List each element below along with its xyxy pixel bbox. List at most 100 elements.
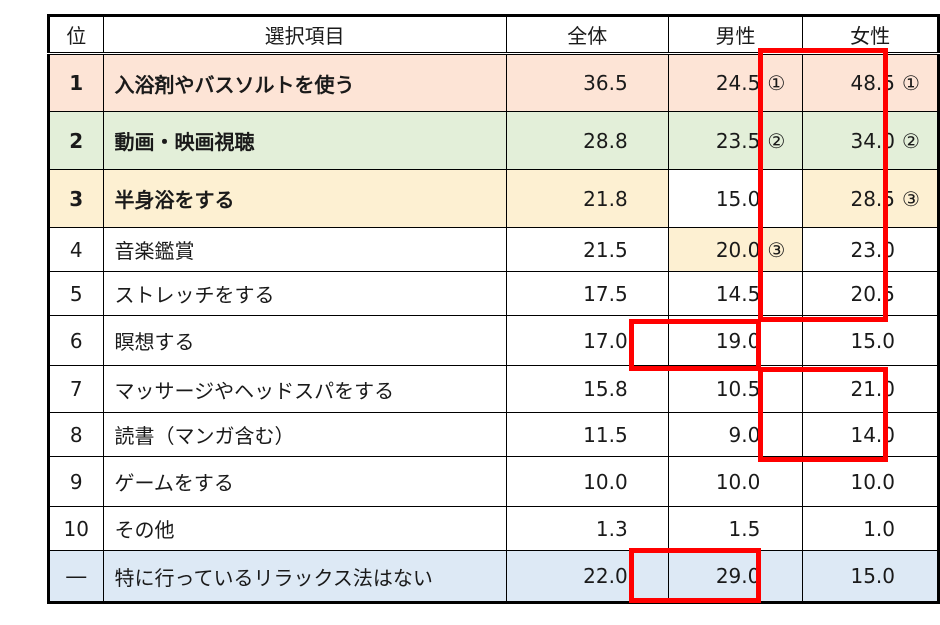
ranking-table-container: 位 選択項目 全体 男性 女性 1 入浴剤やバスソルトを使う 36.5 24.5 ① 48… xyxy=(47,14,940,604)
header-women: 女性 xyxy=(802,15,939,55)
women-value-number: 15.0 xyxy=(850,328,895,353)
all-value-cell: 17.5 xyxy=(505,271,669,316)
all-value-cell: 17.0 xyxy=(505,315,669,366)
women-value-cell: 14.0 xyxy=(802,412,939,457)
women-value-number: 21.0 xyxy=(850,377,895,401)
women-value-cell: 28.5 ③ xyxy=(802,169,939,228)
rank-cell: 5 xyxy=(48,271,104,316)
rank-cell: 10 xyxy=(48,506,104,551)
item-cell: 読書（マンガ含む） xyxy=(102,412,507,457)
rank-cell: 7 xyxy=(48,365,104,413)
men-value-cell: 24.5 ① xyxy=(667,53,804,112)
item-cell: ストレッチをする xyxy=(102,271,507,316)
item-cell: 特に行っているリラックス法はない xyxy=(102,550,507,603)
men-value-number: 9.0 xyxy=(728,422,761,447)
all-value-cell: 22.0 xyxy=(505,550,669,603)
all-value-cell: 21.8 xyxy=(505,169,669,228)
item-cell: 入浴剤やバスソルトを使う xyxy=(102,53,507,112)
men-value-cell: 10.0 xyxy=(667,456,804,507)
men-value-cell: 10.5 xyxy=(667,365,804,413)
table-row: 10 その他 1.3 1.5 1.0 xyxy=(48,506,939,551)
women-value-number: 15.0 xyxy=(850,564,895,588)
women-value-cell: 15.0 xyxy=(802,550,939,603)
item-cell: 音楽鑑賞 xyxy=(102,227,507,272)
women-value-cell: 15.0 xyxy=(802,315,939,366)
table-row: ― 特に行っているリラックス法はない 22.0 29.0 15.0 xyxy=(48,550,939,603)
men-value-number: 10.5 xyxy=(715,377,761,401)
table-row: 6 瞑想する 17.0 19.0 15.0 xyxy=(48,315,939,366)
ranking-table: 位 選択項目 全体 男性 女性 1 入浴剤やバスソルトを使う 36.5 24.5 ① 48… xyxy=(47,14,940,604)
rank-cell: 2 xyxy=(48,111,104,170)
men-value-number: 20.0 xyxy=(715,237,761,262)
women-value-number: 14.0 xyxy=(850,422,895,447)
men-value-cell: 29.0 xyxy=(667,550,804,603)
item-cell: マッサージやヘッドスパをする xyxy=(102,365,507,413)
rank-circle-mark: ③ xyxy=(767,237,786,262)
women-value-cell: 1.0 xyxy=(802,506,939,551)
header-men: 男性 xyxy=(667,15,804,55)
table-row: 8 読書（マンガ含む） 11.5 9.0 14.0 xyxy=(48,412,939,457)
rank-circle-mark: ① xyxy=(902,71,920,95)
men-value-cell: 19.0 xyxy=(667,315,804,366)
men-value-number: 15.0 xyxy=(715,186,761,211)
table-row: 7 マッサージやヘッドスパをする 15.8 10.5 21.0 xyxy=(48,365,939,413)
all-value-cell: 21.5 xyxy=(505,227,669,272)
table-row: 4 音楽鑑賞 21.5 20.0 ③ 23.0 xyxy=(48,227,939,272)
women-value-cell: 48.5 ① xyxy=(802,53,939,112)
men-value-number: 1.5 xyxy=(728,516,761,541)
item-cell: その他 xyxy=(102,506,507,551)
women-value-cell: 23.0 xyxy=(802,227,939,272)
table-row: 1 入浴剤やバスソルトを使う 36.5 24.5 ① 48.5 ① xyxy=(48,53,939,112)
women-value-number: 23.0 xyxy=(850,237,895,262)
women-value-number: 1.0 xyxy=(863,516,895,541)
rank-cell: ― xyxy=(48,550,104,603)
men-value-cell: 23.5 ② xyxy=(667,111,804,170)
men-value-cell: 20.0 ③ xyxy=(667,227,804,272)
women-value-number: 10.0 xyxy=(850,469,895,494)
table-row: 3 半身浴をする 21.8 15.0 28.5 ③ xyxy=(48,169,939,228)
men-value-number: 19.0 xyxy=(715,328,761,353)
men-value-cell: 14.5 xyxy=(667,271,804,316)
rank-circle-mark: ③ xyxy=(902,186,920,211)
table-row: 5 ストレッチをする 17.5 14.5 20.5 xyxy=(48,271,939,316)
table-row: 2 動画・映画視聴 28.8 23.5 ② 34.0 ② xyxy=(48,111,939,170)
rank-cell: 6 xyxy=(48,315,104,366)
all-value-cell: 15.8 xyxy=(505,365,669,413)
rank-cell: 4 xyxy=(48,227,104,272)
women-value-cell: 20.5 xyxy=(802,271,939,316)
women-value-number: 48.5 xyxy=(850,71,895,95)
all-value-cell: 1.3 xyxy=(505,506,669,551)
table-row: 9 ゲームをする 10.0 10.0 10.0 xyxy=(48,456,939,507)
item-cell: ゲームをする xyxy=(102,456,507,507)
table-header-row: 位 選択項目 全体 男性 女性 xyxy=(48,15,939,55)
item-cell: 半身浴をする xyxy=(102,169,507,228)
header-item: 選択項目 xyxy=(102,15,507,55)
rank-circle-mark: ① xyxy=(767,71,786,95)
men-value-number: 23.5 xyxy=(715,128,761,153)
rank-cell: 3 xyxy=(48,169,104,228)
men-value-number: 29.0 xyxy=(715,564,761,588)
men-value-cell: 15.0 xyxy=(667,169,804,228)
women-value-cell: 10.0 xyxy=(802,456,939,507)
item-cell: 瞑想する xyxy=(102,315,507,366)
men-value-number: 24.5 xyxy=(715,71,761,95)
all-value-cell: 28.8 xyxy=(505,111,669,170)
table-body: 1 入浴剤やバスソルトを使う 36.5 24.5 ① 48.5 ① 2 動画・映画視聴 28.8 2… xyxy=(48,53,939,603)
rank-cell: 8 xyxy=(48,412,104,457)
all-value-cell: 11.5 xyxy=(505,412,669,457)
women-value-cell: 34.0 ② xyxy=(802,111,939,170)
all-value-cell: 10.0 xyxy=(505,456,669,507)
header-all: 全体 xyxy=(505,15,669,55)
men-value-cell: 1.5 xyxy=(667,506,804,551)
header-rank: 位 xyxy=(48,15,104,55)
women-value-number: 34.0 xyxy=(850,128,895,153)
all-value-cell: 36.5 xyxy=(505,53,669,112)
item-cell: 動画・映画視聴 xyxy=(102,111,507,170)
rank-cell: 9 xyxy=(48,456,104,507)
rank-circle-mark: ② xyxy=(767,128,786,153)
rank-cell: 1 xyxy=(48,53,104,112)
women-value-number: 28.5 xyxy=(850,186,895,211)
men-value-number: 10.0 xyxy=(715,469,761,494)
women-value-number: 20.5 xyxy=(850,281,895,306)
women-value-cell: 21.0 xyxy=(802,365,939,413)
